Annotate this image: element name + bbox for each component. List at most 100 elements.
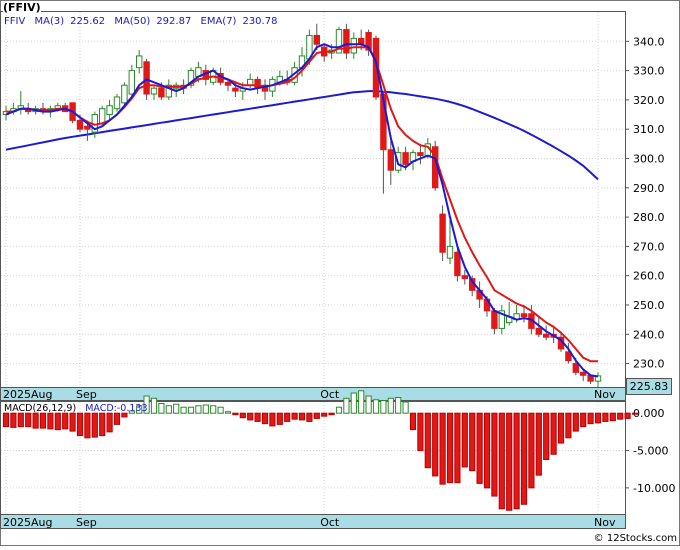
last-price-badge: 225.83: [626, 378, 672, 395]
macd-bar: [528, 412, 535, 489]
macd-legend-value: MACD:-0.133: [85, 403, 148, 414]
macd-bar: [572, 412, 579, 432]
macd-bar: [543, 412, 550, 460]
macd-bar: [254, 412, 261, 422]
macd-bar: [247, 412, 254, 421]
candle-body: [543, 333, 550, 338]
macd-bar: [76, 412, 84, 437]
macd-bar: [47, 412, 54, 430]
candle-body: [313, 34, 321, 45]
macd-bar: [150, 397, 158, 414]
macd-bar: [557, 412, 565, 444]
legend-ema7-label: EMA(7): [200, 16, 237, 27]
candle-body: [572, 363, 579, 373]
candle-body: [136, 55, 143, 69]
price-tick-label: 300.0: [633, 152, 665, 165]
candle-body: [143, 61, 150, 95]
macd-bar: [631, 412, 639, 415]
macd-bar: [173, 403, 180, 414]
ema7-polyline: [6, 46, 599, 363]
macd-bar: [343, 397, 350, 414]
macd-bar: [550, 412, 557, 455]
macd-bar: [395, 397, 402, 414]
price-tick-label: 290.0: [633, 182, 665, 195]
macd-bar: [10, 412, 17, 428]
macd-legend: MACD(26,12,9) MACD:-0.133: [4, 403, 148, 414]
price-tick-label: 330.0: [633, 65, 665, 78]
macd-tick-label: -10.000: [633, 482, 675, 495]
macd-bar: [358, 390, 365, 414]
macd-bar: [602, 412, 609, 422]
macd-date-label: Nov: [594, 516, 616, 529]
macd-bar: [306, 412, 313, 422]
macd-bar: [513, 412, 520, 510]
legend-ma3-value: 225.62: [70, 16, 106, 27]
macd-bar: [17, 412, 24, 428]
macd-bar: [321, 412, 328, 417]
candle-body: [402, 152, 409, 165]
macd-bar: [224, 411, 232, 414]
macd-bar: [461, 412, 468, 468]
price-date-label: Sep: [76, 388, 97, 401]
macd-bar: [128, 410, 135, 414]
macd-bar: [91, 412, 98, 438]
macd-bar: [424, 412, 431, 469]
price-legend: FFIV MA(3) 225.62 MA(50) 292.87 EMA(7) 230.…: [4, 16, 283, 27]
macd-bar: [187, 406, 195, 414]
candle-body: [150, 87, 158, 95]
legend-symbol: FFIV: [4, 16, 26, 27]
macd-bar: [313, 412, 320, 419]
candle-body: [343, 29, 350, 54]
price-date-label: 2025Aug: [3, 388, 52, 401]
ticker-tag: (FFIV): [3, 1, 41, 14]
price-date-band: [0, 387, 626, 401]
macd-bar: [469, 412, 476, 472]
candle-body: [106, 105, 113, 116]
macd-bar: [417, 412, 424, 452]
price-tick-label: 270.0: [633, 240, 665, 253]
ma50-line: [5, 90, 599, 181]
macd-bar: [476, 412, 483, 484]
macd-bar: [143, 395, 150, 414]
macd-bar: [350, 392, 357, 414]
ma3-line: [5, 43, 599, 378]
candle-body: [417, 152, 424, 157]
candle-body: [84, 125, 91, 130]
macd-bar: [261, 412, 269, 425]
candle-body: [439, 213, 446, 253]
candle-body: [461, 275, 469, 280]
candle-body: [565, 351, 572, 362]
macd-bar: [269, 412, 276, 427]
macd-bar: [609, 412, 616, 422]
macd-bar: [432, 412, 439, 477]
macd-bar: [498, 412, 505, 510]
macd-bar: [195, 405, 202, 414]
legend-ma50-value: 292.87: [156, 16, 192, 27]
macd-date-label: Oct: [320, 516, 340, 529]
macd-histogram: [2, 390, 639, 511]
candle-body: [380, 93, 387, 151]
macd-bar: [446, 412, 454, 484]
candle-body: [335, 29, 343, 54]
candle-body: [121, 84, 128, 104]
macd-bar: [165, 405, 172, 414]
site-credit: © 12Stocks.com: [593, 533, 677, 544]
macd-tick-label: 0.000: [633, 407, 665, 420]
price-tick-label: 240.0: [633, 328, 665, 341]
macd-bar: [84, 412, 91, 439]
price-tick-label: 310.0: [633, 123, 665, 136]
ma50-polyline: [5, 90, 599, 181]
ema7-line: [6, 46, 599, 363]
macd-bar: [54, 412, 61, 431]
macd-bar: [232, 412, 239, 416]
macd-bar: [491, 412, 498, 497]
macd-tick-label: -5.000: [633, 445, 668, 458]
candle-body: [446, 245, 454, 259]
macd-bar: [210, 405, 217, 414]
candle-body: [224, 81, 232, 86]
price-date-label: Oct: [320, 388, 340, 401]
macd-bar: [180, 406, 187, 414]
legend-ema7-value: 230.78: [242, 16, 278, 27]
